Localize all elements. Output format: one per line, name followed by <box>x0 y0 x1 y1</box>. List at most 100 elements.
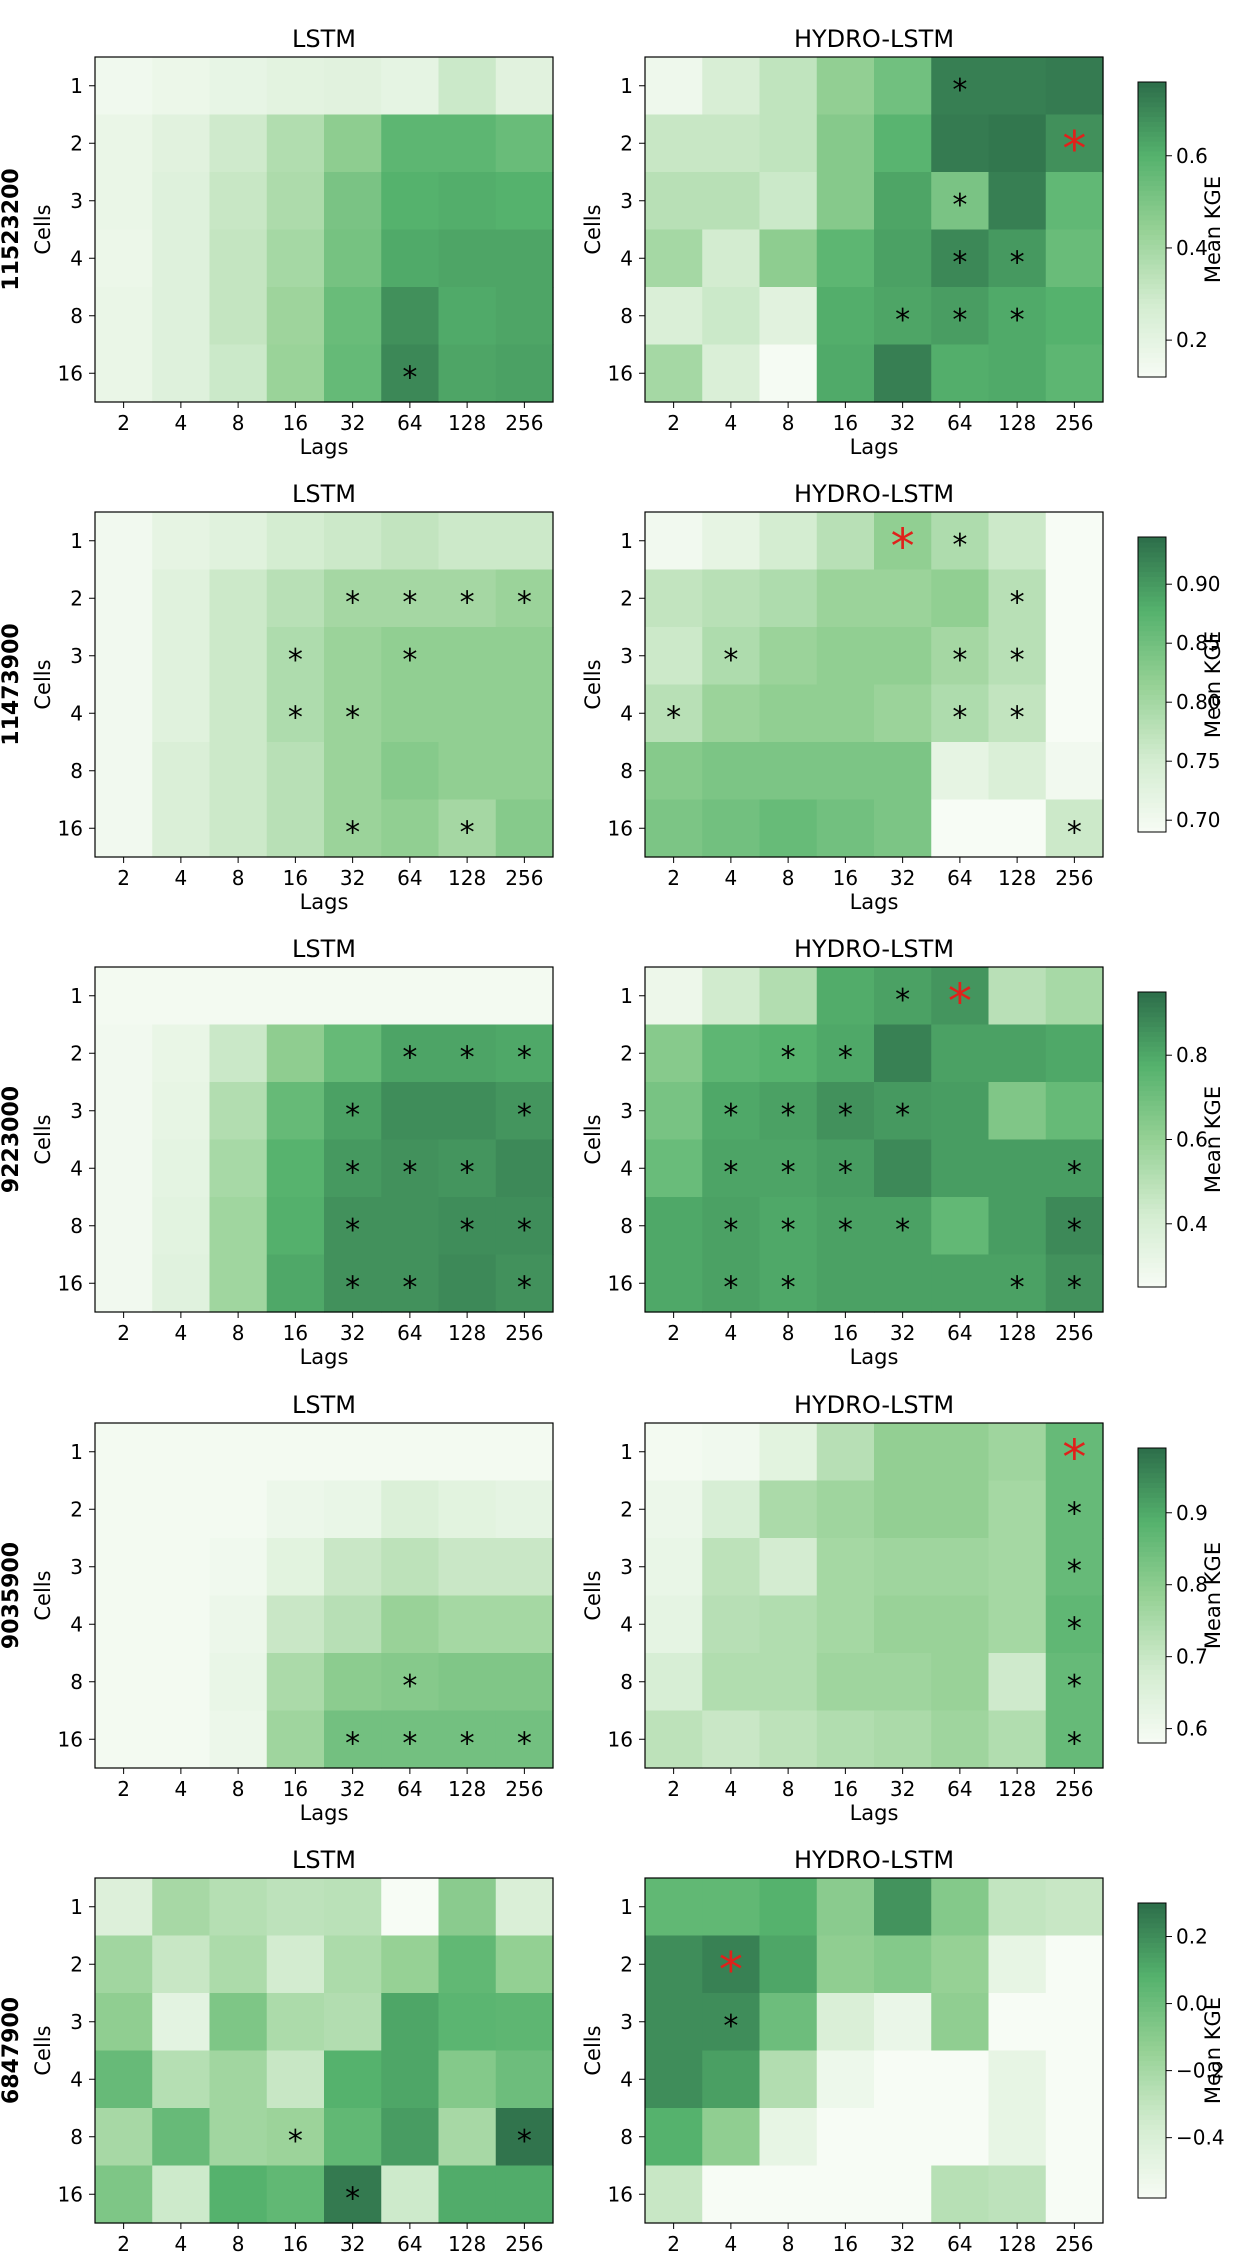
heatmap-cell <box>816 1024 875 1083</box>
colorbar-segment <box>1138 298 1166 304</box>
colorbar-segment <box>1138 669 1166 676</box>
y-tick-label: 2 <box>70 586 83 610</box>
colorbar-segment <box>1138 155 1166 162</box>
heatmap-cell <box>438 1082 497 1141</box>
y-tick-label: 2 <box>70 131 83 155</box>
heatmap-cell <box>152 1710 211 1769</box>
heatmap-cell <box>759 1254 818 1313</box>
heatmap-cell <box>324 344 382 403</box>
y-axis-label: Cells <box>581 1570 605 1620</box>
heatmap-cell <box>95 172 153 231</box>
x-tick-label: 64 <box>947 411 972 435</box>
best-marker: * <box>891 519 915 575</box>
y-tick-label: 3 <box>70 189 83 213</box>
heatmap-cell <box>645 1254 703 1313</box>
heatmap-cell <box>381 1653 440 1712</box>
y-tick-label: 4 <box>70 2067 83 2091</box>
heatmap-cell <box>324 742 382 801</box>
colorbar-segment <box>1138 357 1166 363</box>
heatmap-cell <box>209 1254 268 1313</box>
colorbar-segment <box>1138 1193 1166 1200</box>
x-tick-label: 64 <box>947 1321 972 1345</box>
significance-marker: * <box>402 1155 417 1190</box>
colorbar-segment <box>1138 1531 1166 1538</box>
colorbar-segment <box>1138 180 1166 186</box>
x-tick-label: 2 <box>117 866 130 890</box>
heatmap-cell <box>381 1197 440 1256</box>
colorbar-segment <box>1138 1169 1166 1175</box>
colorbar-segment <box>1138 1684 1166 1690</box>
significance-marker: * <box>402 585 417 620</box>
heatmap-cell <box>702 1480 761 1539</box>
heatmap-cell <box>95 967 153 1026</box>
y-tick-label: 2 <box>620 1497 633 1521</box>
significance-marker: * <box>666 700 681 735</box>
colorbar-segment <box>1138 1907 1166 1914</box>
colorbar-segment <box>1138 145 1166 152</box>
colorbar-tick-label: 0.2 <box>1176 1925 1208 1949</box>
heatmap-cell <box>702 1024 761 1083</box>
heatmap-cell <box>152 57 211 116</box>
colorbar-segment <box>1138 1149 1166 1155</box>
colorbar-segment <box>1138 763 1166 769</box>
heatmap-cell <box>324 1082 382 1141</box>
heatmap-cell <box>931 1254 990 1313</box>
colorbar-segment <box>1138 2045 1166 2052</box>
heatmap-cell <box>152 1024 211 1083</box>
gauge-id-label: 9223000 <box>0 1086 24 1193</box>
y-tick-label: 2 <box>70 1041 83 1065</box>
y-tick-label: 16 <box>608 816 633 840</box>
heatmap-cell <box>702 1935 761 1994</box>
colorbar-segment <box>1138 1095 1166 1101</box>
heatmap-cell <box>209 1878 268 1937</box>
heatmap-cell <box>152 742 211 801</box>
heatmap-cell <box>645 1139 703 1198</box>
y-tick-label: 4 <box>70 701 83 725</box>
colorbar-segment <box>1138 591 1166 597</box>
significance-marker: * <box>838 1098 853 1133</box>
heatmap-cell <box>759 2050 818 2109</box>
colorbar-segment <box>1138 1036 1166 1042</box>
significance-marker: * <box>1010 1270 1025 1305</box>
heatmap-cell <box>931 512 990 571</box>
significance-marker: * <box>838 1155 853 1190</box>
colorbar-segment <box>1138 1213 1166 1219</box>
colorbar-segment <box>1138 1060 1166 1067</box>
significance-marker: * <box>723 1098 738 1133</box>
colorbar-segment <box>1138 659 1166 666</box>
heatmap-cell <box>931 627 990 686</box>
colorbar-segment <box>1138 1001 1166 1008</box>
y-tick-label: 4 <box>70 1156 83 1180</box>
heatmap-cell <box>645 114 703 173</box>
heatmap-cell <box>988 1082 1047 1141</box>
heatmap-cell <box>152 1254 211 1313</box>
heatmap-cell <box>1045 1878 1104 1937</box>
colorbar-segment <box>1138 1703 1166 1710</box>
heatmap-cell <box>152 1878 211 1937</box>
gauge-id-label: 6847900 <box>0 1997 24 2104</box>
heatmap-cell <box>988 287 1047 346</box>
heatmap-cell <box>324 1423 382 1482</box>
colorbar-segment <box>1138 1262 1166 1268</box>
colorbar-tick-label: 0.8 <box>1176 1573 1208 1597</box>
colorbar-segment <box>1138 1947 1166 1953</box>
heatmap-cell <box>931 1024 990 1083</box>
heatmap-cell <box>1045 1653 1104 1712</box>
significance-marker: * <box>517 1040 532 1075</box>
colorbar-segment <box>1138 1976 1166 1983</box>
heatmap-cell <box>495 1254 554 1313</box>
colorbar-segment <box>1138 2139 1166 2145</box>
colorbar-segment <box>1138 596 1166 602</box>
x-tick-label: 32 <box>340 866 365 890</box>
x-tick-label: 8 <box>232 1321 245 1345</box>
colorbar-segment <box>1138 1962 1166 1968</box>
heatmap-cell <box>209 344 268 403</box>
heatmap-cell <box>702 742 761 801</box>
colorbar-segment <box>1138 1492 1166 1498</box>
heatmap-cell <box>816 742 875 801</box>
y-axis-label: Cells <box>581 1114 605 1164</box>
y-tick-label: 1 <box>70 1895 83 1919</box>
heatmap-cell <box>324 569 382 628</box>
colorbar-segment <box>1138 175 1166 181</box>
heatmap-cell <box>816 1710 875 1769</box>
